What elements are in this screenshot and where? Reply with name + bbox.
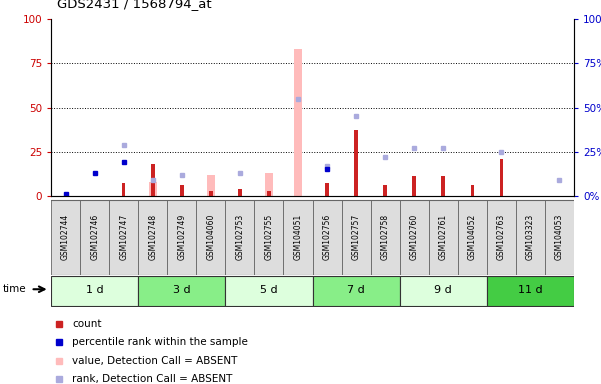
Text: GSM104060: GSM104060	[206, 214, 215, 260]
Text: GSM102753: GSM102753	[236, 214, 245, 260]
Bar	[412, 176, 416, 196]
Bar	[267, 190, 270, 196]
Bar	[122, 184, 126, 196]
Text: GSM102749: GSM102749	[177, 214, 186, 260]
Bar	[238, 189, 242, 196]
Bar	[341, 200, 371, 275]
Bar	[325, 184, 329, 196]
Bar	[429, 200, 458, 275]
Bar	[138, 200, 167, 275]
Bar	[383, 185, 387, 196]
Text: 7 d: 7 d	[347, 285, 365, 295]
Bar	[355, 131, 358, 196]
Bar	[400, 200, 429, 275]
Bar	[313, 200, 341, 275]
Text: 5 d: 5 d	[260, 285, 278, 295]
Bar	[265, 173, 273, 196]
Text: 9 d: 9 d	[435, 285, 452, 295]
Bar	[313, 276, 400, 306]
Text: GSM104051: GSM104051	[293, 214, 302, 260]
Bar	[167, 200, 197, 275]
Text: value, Detection Call = ABSENT: value, Detection Call = ABSENT	[72, 356, 237, 366]
Bar	[197, 200, 225, 275]
Text: GSM102756: GSM102756	[323, 214, 332, 260]
Text: GSM102746: GSM102746	[90, 214, 99, 260]
Bar	[284, 200, 313, 275]
Bar	[499, 159, 503, 196]
Text: GSM102760: GSM102760	[410, 214, 419, 260]
Text: GSM102763: GSM102763	[497, 214, 506, 260]
Bar	[225, 276, 313, 306]
Bar	[180, 185, 183, 196]
Bar	[254, 200, 284, 275]
Text: count: count	[72, 319, 102, 329]
Bar	[487, 276, 574, 306]
Text: GDS2431 / 1568794_at: GDS2431 / 1568794_at	[57, 0, 212, 10]
Bar	[148, 182, 157, 196]
Bar	[51, 200, 80, 275]
Text: GSM102758: GSM102758	[380, 214, 389, 260]
Bar	[209, 190, 213, 196]
Text: 3 d: 3 d	[173, 285, 191, 295]
Text: GSM102757: GSM102757	[352, 214, 361, 260]
Bar	[80, 200, 109, 275]
Text: GSM103323: GSM103323	[526, 214, 535, 260]
Bar	[442, 176, 445, 196]
Text: rank, Detection Call = ABSENT: rank, Detection Call = ABSENT	[72, 374, 233, 384]
Text: 1 d: 1 d	[86, 285, 103, 295]
Bar	[151, 164, 154, 196]
Bar	[294, 49, 302, 196]
Text: GSM104052: GSM104052	[468, 214, 477, 260]
Bar	[207, 175, 215, 196]
Text: GSM102747: GSM102747	[119, 214, 128, 260]
Text: GSM104053: GSM104053	[555, 214, 564, 260]
Text: GSM102761: GSM102761	[439, 214, 448, 260]
Bar	[138, 276, 225, 306]
Text: GSM102744: GSM102744	[61, 214, 70, 260]
Bar	[51, 276, 138, 306]
Bar	[400, 276, 487, 306]
Bar	[516, 200, 545, 275]
Bar	[458, 200, 487, 275]
Bar	[225, 200, 254, 275]
Text: GSM102748: GSM102748	[148, 214, 157, 260]
Bar	[371, 200, 400, 275]
Bar	[471, 185, 474, 196]
Bar	[487, 200, 516, 275]
Bar	[545, 200, 574, 275]
Text: 11 d: 11 d	[518, 285, 543, 295]
Text: percentile rank within the sample: percentile rank within the sample	[72, 338, 248, 348]
Text: GSM102755: GSM102755	[264, 214, 273, 260]
Bar	[109, 200, 138, 275]
Text: time: time	[3, 284, 26, 294]
